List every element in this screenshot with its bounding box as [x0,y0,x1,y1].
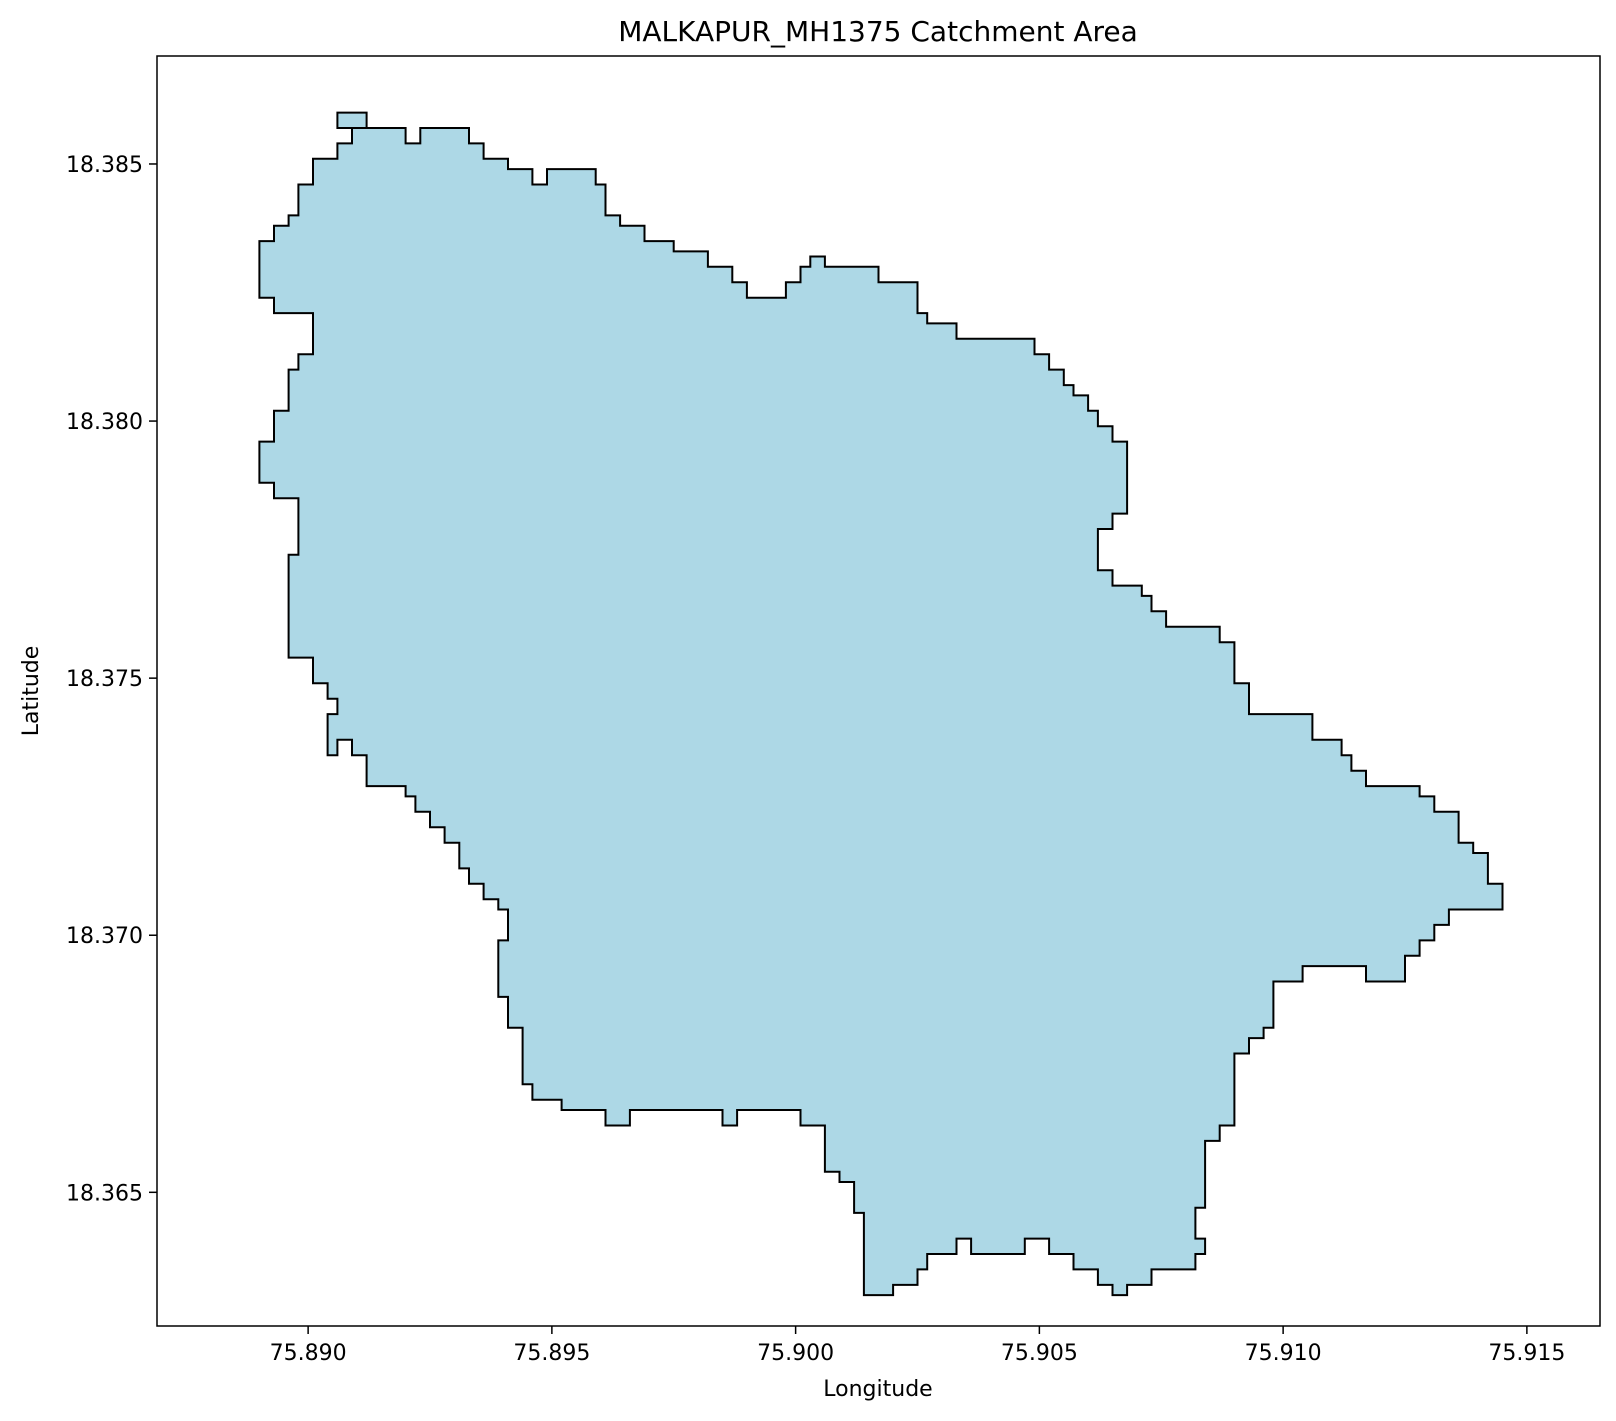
y-tick-label: 18.375 [66,667,143,692]
catchment-polygon [258,111,1504,1297]
y-tick-label: 18.380 [66,410,143,435]
map-title: MALKAPUR_MH1375 Catchment Area [618,15,1138,48]
y-axis-label: Latitude [19,646,44,737]
axes-frame [156,55,1601,1327]
x-tick-label: 75.910 [1245,1341,1322,1366]
y-tick-label: 18.365 [66,1181,143,1206]
polygon-layer [258,111,1504,1297]
x-axis-label: Longitude [823,1377,932,1402]
y-axis-ticks: 18.365 18.370 18.375 18.380 18.385 [66,153,157,1206]
y-tick-label: 18.370 [66,924,143,949]
x-axis-ticks: 75.890 75.895 75.900 75.905 75.910 75.915 [270,1326,1565,1366]
x-tick-label: 75.895 [513,1341,590,1366]
x-tick-label: 75.915 [1488,1341,1565,1366]
y-tick-label: 18.385 [66,153,143,178]
x-tick-label: 75.905 [1001,1341,1078,1366]
x-tick-label: 75.900 [757,1341,834,1366]
x-tick-label: 75.890 [270,1341,347,1366]
